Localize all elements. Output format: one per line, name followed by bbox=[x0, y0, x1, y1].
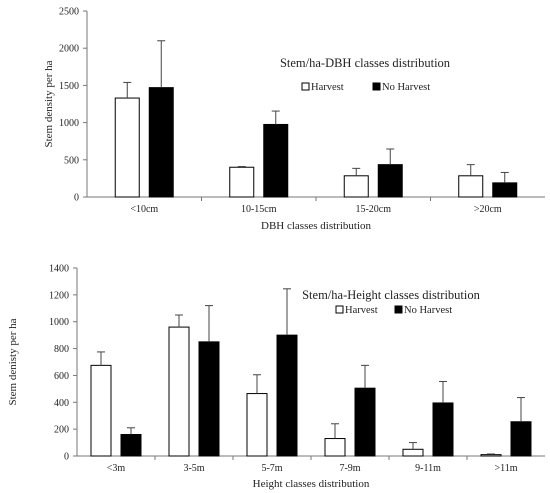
y-axis-title: Stem density per ha bbox=[43, 60, 55, 147]
y-tick-label: 2500 bbox=[59, 7, 79, 18]
x-tick-label: <3m bbox=[107, 463, 126, 474]
no-harvest-bar bbox=[120, 434, 142, 457]
legend-label: Harvest bbox=[345, 305, 378, 316]
height-chart: 0 200 400 600 800 1000 1200 1400 <3m 3-5m 5-7m 7-9m… bbox=[7, 264, 545, 490]
y-tick-label: 400 bbox=[54, 398, 69, 409]
legend-label: No Harvest bbox=[382, 82, 430, 93]
no-harvest-bar bbox=[354, 387, 376, 457]
y-tick-label: 1000 bbox=[49, 317, 69, 328]
x-tick-label: <10cm bbox=[130, 204, 158, 215]
x-axis-title: Height classes distribution bbox=[253, 478, 370, 490]
x-tick-label: >20cm bbox=[474, 204, 502, 215]
no-harvest-bar bbox=[377, 164, 403, 198]
legend-label: No Harvest bbox=[404, 305, 452, 316]
x-tick-label: 5-7m bbox=[261, 463, 282, 474]
dbh-chart: 0 500 1000 1500 2000 2500 <10cm 10-15cm 15-20cm >… bbox=[43, 7, 545, 232]
x-tick-label: 3-5m bbox=[183, 463, 204, 474]
harvest-bar bbox=[324, 438, 346, 457]
legend-swatch-no-harvest bbox=[372, 82, 381, 91]
y-tick-label: 1000 bbox=[59, 118, 79, 129]
no-harvest-bar bbox=[148, 87, 174, 198]
harvest-bar bbox=[114, 97, 140, 198]
y-tick-label: 1500 bbox=[59, 81, 79, 92]
y-tick-label: 0 bbox=[64, 452, 69, 463]
harvest-bar bbox=[229, 166, 255, 198]
x-tick-label: 7-9m bbox=[339, 463, 360, 474]
y-tick-label: 1200 bbox=[49, 290, 69, 301]
harvest-bar bbox=[402, 448, 424, 457]
y-tick-label: 600 bbox=[54, 371, 69, 382]
harvest-bar bbox=[343, 175, 369, 198]
chart-title: Stem/ha-DBH classes distribution bbox=[280, 56, 451, 70]
legend-label: Harvest bbox=[311, 82, 344, 93]
x-axis-title: DBH classes distribution bbox=[261, 220, 371, 232]
harvest-bar bbox=[168, 326, 190, 457]
x-tick-label: >11m bbox=[494, 463, 517, 474]
x-tick-label: 15-20cm bbox=[355, 204, 391, 215]
y-tick-label: 200 bbox=[54, 425, 69, 436]
y-tick-label: 500 bbox=[64, 155, 79, 166]
harvest-bar bbox=[90, 364, 112, 457]
legend-swatch-harvest bbox=[301, 82, 310, 91]
y-tick-label: 2000 bbox=[59, 44, 79, 55]
no-harvest-bar bbox=[510, 421, 532, 457]
x-tick-label: 9-11m bbox=[415, 463, 441, 474]
legend-swatch-no-harvest bbox=[394, 305, 403, 314]
x-tick-label: 10-15cm bbox=[241, 204, 277, 215]
no-harvest-bar bbox=[492, 182, 518, 198]
legend-swatch-harvest bbox=[335, 305, 344, 314]
harvest-bar bbox=[458, 175, 484, 198]
no-harvest-bar bbox=[432, 402, 454, 457]
harvest-bar bbox=[246, 393, 268, 457]
y-tick-label: 0 bbox=[74, 193, 79, 204]
no-harvest-bar bbox=[263, 123, 289, 198]
chart-title: Stem/ha-Height classes distribution bbox=[302, 288, 481, 302]
y-tick-label: 1400 bbox=[49, 264, 69, 275]
no-harvest-bar bbox=[276, 334, 298, 457]
no-harvest-bar bbox=[198, 341, 220, 457]
y-axis-title: Stem denisty per ha bbox=[7, 318, 19, 405]
y-tick-label: 800 bbox=[54, 344, 69, 355]
harvest-bar bbox=[480, 454, 502, 457]
